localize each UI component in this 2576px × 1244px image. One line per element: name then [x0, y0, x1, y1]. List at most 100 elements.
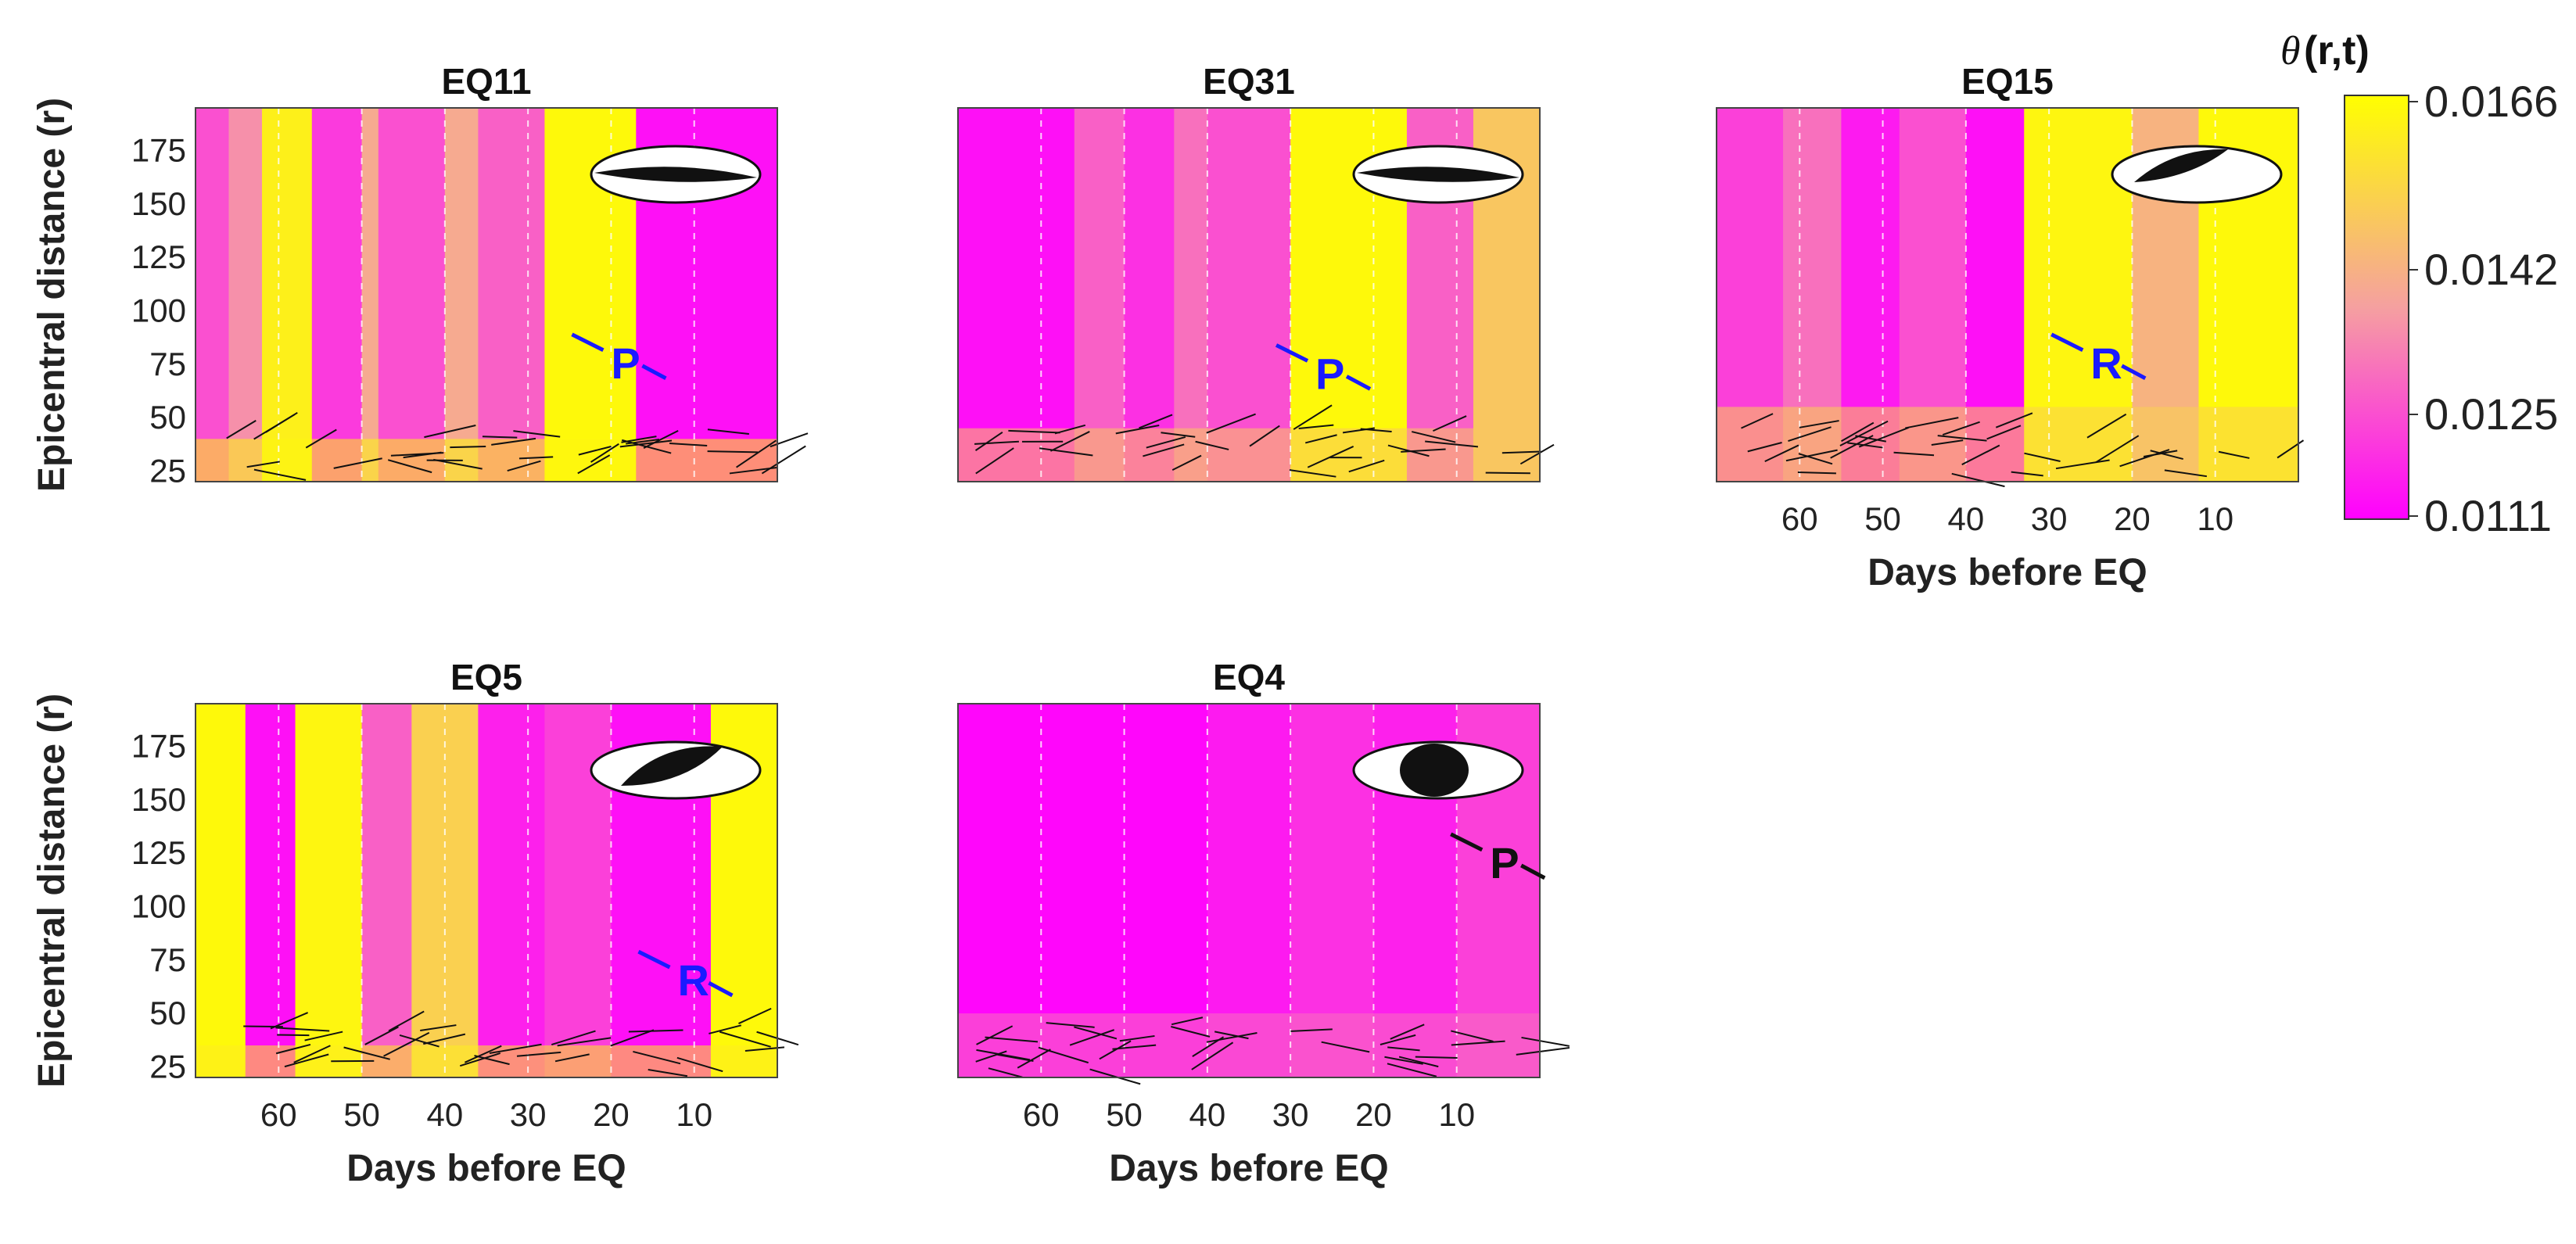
arrow-glyph [246, 461, 280, 468]
panel-title: EQ31 [1203, 61, 1295, 102]
colorbar-scale [2344, 95, 2409, 520]
arrow-glyph [1089, 1068, 1141, 1085]
arrow-glyph [1342, 427, 1376, 434]
plot-frame [1716, 107, 2299, 482]
arrow-glyph [669, 442, 708, 446]
arrow-glyph [420, 1024, 457, 1032]
marker-arrow [1520, 863, 1546, 880]
arrow-glyph [1785, 449, 1838, 462]
arrow-glyph [1348, 459, 1385, 473]
arrow-glyph [729, 466, 778, 475]
arrow-glyph [1289, 469, 1336, 478]
x-axis-label: Days before EQ [1867, 552, 2147, 593]
arrow-glyph [707, 450, 759, 454]
arrow-glyph [1937, 435, 1987, 442]
arrow-glyph [2143, 450, 2178, 457]
arrow-glyph [518, 456, 554, 460]
x-tick-label: 10 [1438, 1096, 1475, 1133]
marker-arrow [708, 981, 734, 998]
arrow-glyph [333, 457, 382, 469]
arrow-glyph [364, 1026, 399, 1045]
arrow-glyph [557, 1037, 612, 1047]
arrow-glyph [423, 1033, 466, 1045]
arrow-glyph [1387, 444, 1430, 457]
arrow-glyph [985, 1036, 1039, 1043]
y-tick-label: 50 [149, 995, 186, 1031]
arrow-glyph [1942, 421, 1980, 436]
y-tick-label: 25 [149, 1048, 186, 1084]
panel-title: EQ15 [1961, 61, 2054, 102]
arrow-glyph [1384, 1056, 1423, 1065]
arrow-glyph [277, 1034, 310, 1037]
arrow-glyph [1951, 472, 2005, 488]
heatmap-band [1207, 108, 1291, 482]
arrow-glyph [610, 1029, 655, 1047]
x-tick-label: 50 [343, 1096, 380, 1133]
x-tick-label: 20 [1355, 1096, 1392, 1133]
arrow-glyph [226, 419, 257, 439]
y-axis-label: Epicentral distance (r) [31, 98, 73, 492]
arrow-glyph [1425, 440, 1479, 448]
marker-label: R [677, 955, 709, 1005]
arrow-glyph [1074, 1026, 1118, 1040]
marker-arrow [1450, 832, 1484, 852]
arrow-glyph [507, 460, 541, 472]
y-tick-label: 50 [149, 399, 186, 436]
arrow-glyph [1360, 428, 1392, 433]
x-tick-label: 50 [1864, 500, 1901, 537]
arrow-glyph [578, 446, 612, 456]
arrow-glyph [2119, 449, 2170, 468]
marker-arrow [2121, 364, 2147, 380]
heatmap-band [478, 108, 545, 482]
panel-title: EQ4 [1213, 657, 1285, 697]
arrow-glyph [2095, 435, 2140, 464]
arrow-glyph [1249, 425, 1280, 447]
arrow-glyph [1171, 1026, 1211, 1038]
arrow-glyph [554, 1053, 590, 1063]
arrow-glyph [1501, 450, 1541, 454]
beachball-fill [594, 167, 757, 182]
arrow-glyph [2024, 452, 2061, 462]
y-tick-label: 75 [149, 941, 186, 978]
beachball-fill [1357, 167, 1519, 182]
beachball-fill [621, 746, 723, 786]
arrow-glyph [2150, 450, 2183, 461]
y-tick-label: 100 [131, 292, 186, 328]
arrow-glyph [513, 430, 561, 438]
arrow-glyph [1069, 1029, 1115, 1046]
beachball-fill [1400, 744, 1469, 797]
y-tick-label: 75 [149, 346, 186, 382]
marker-label: P [1315, 349, 1344, 398]
marker-arrow [1275, 343, 1309, 363]
arrow-glyph [1049, 431, 1090, 452]
x-tick-label: 10 [676, 1096, 712, 1133]
arrow-glyph [1855, 435, 1887, 443]
arrow-glyph [1858, 427, 1909, 448]
marker-arrow [637, 949, 671, 970]
arrow-glyph [293, 1045, 331, 1063]
x-tick-label: 30 [510, 1096, 547, 1133]
arrow-glyph [1747, 442, 1782, 453]
arrow-glyph [1798, 453, 1833, 465]
panel-EQ4: P EQ4 60 50 40 30 20 10 Days before EQ [957, 657, 1570, 1189]
heatmap-band [196, 704, 246, 1077]
arrow-glyph [719, 1031, 771, 1048]
arrow-glyph [491, 437, 536, 446]
arrow-glyph [1521, 1036, 1570, 1047]
marker-label: R [2090, 339, 2122, 388]
plot-frame [195, 703, 778, 1078]
arrow-glyph [464, 1045, 502, 1063]
x-tick-label: 60 [1023, 1096, 1060, 1133]
marker-arrow [641, 364, 667, 380]
arrow-glyph [590, 443, 619, 463]
arrow-glyph [1390, 1024, 1425, 1040]
low-distance-zone [1717, 407, 2298, 482]
colorbar-tick-label: 0.0166 [2424, 77, 2558, 126]
arrow-glyph [399, 1034, 439, 1048]
low-distance-zone [196, 1045, 777, 1077]
x-tick-label: 20 [593, 1096, 630, 1133]
arrow-glyph [1099, 1040, 1132, 1060]
arrow-glyph [974, 440, 1019, 445]
y-tick-label: 125 [131, 834, 186, 871]
arrow-glyph [1433, 415, 1467, 432]
